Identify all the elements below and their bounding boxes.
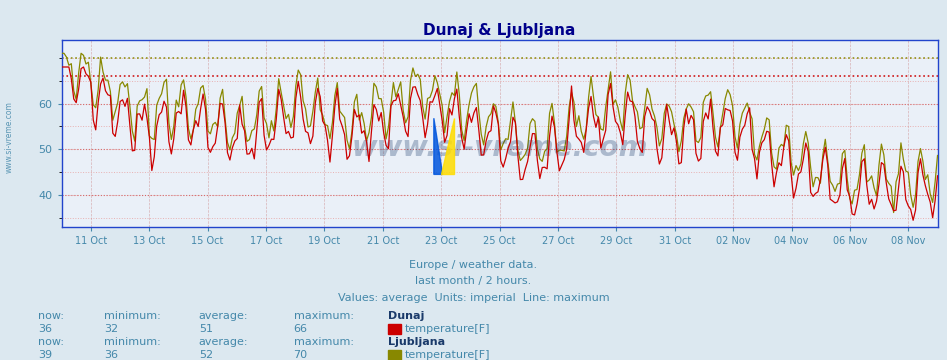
Text: now:: now: [38, 337, 63, 347]
Polygon shape [434, 118, 442, 174]
Text: 51: 51 [199, 324, 213, 334]
Text: average:: average: [199, 311, 248, 321]
Text: last month / 2 hours.: last month / 2 hours. [416, 276, 531, 287]
Text: Europe / weather data.: Europe / weather data. [409, 260, 538, 270]
Text: 32: 32 [104, 324, 118, 334]
Title: Dunaj & Ljubljana: Dunaj & Ljubljana [423, 23, 576, 39]
Text: minimum:: minimum: [104, 337, 161, 347]
Text: 39: 39 [38, 350, 52, 360]
Text: 66: 66 [294, 324, 308, 334]
Text: minimum:: minimum: [104, 311, 161, 321]
Text: 70: 70 [294, 350, 308, 360]
Text: temperature[F]: temperature[F] [404, 350, 490, 360]
Text: maximum:: maximum: [294, 337, 353, 347]
Text: 36: 36 [104, 350, 118, 360]
Text: www.si-vreme.com: www.si-vreme.com [351, 134, 648, 162]
Text: www.si-vreme.com: www.si-vreme.com [5, 101, 14, 173]
Text: Ljubljana: Ljubljana [388, 337, 445, 347]
Text: average:: average: [199, 337, 248, 347]
Text: maximum:: maximum: [294, 311, 353, 321]
Text: Dunaj: Dunaj [388, 311, 424, 321]
Text: Values: average  Units: imperial  Line: maximum: Values: average Units: imperial Line: ma… [338, 293, 609, 303]
Text: 52: 52 [199, 350, 213, 360]
Text: 36: 36 [38, 324, 52, 334]
Text: now:: now: [38, 311, 63, 321]
Polygon shape [441, 118, 454, 174]
Text: temperature[F]: temperature[F] [404, 324, 490, 334]
